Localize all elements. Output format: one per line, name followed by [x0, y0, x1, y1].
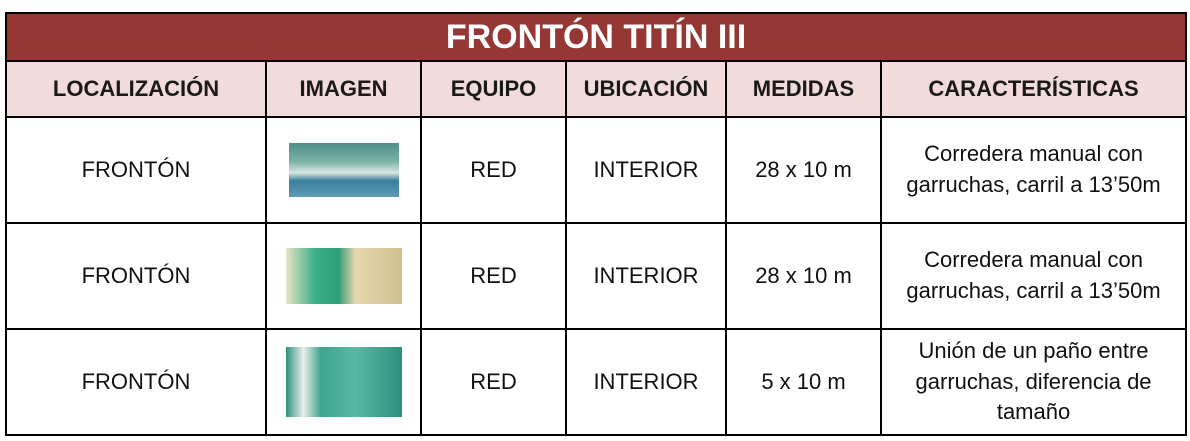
image-cell	[265, 222, 422, 330]
table-cell: Unión de un paño entre garruchas, difere…	[879, 328, 1188, 436]
equipment-table: FRONTÓN TITÍN III LOCALIZACIÓN IMAGEN EQUI…	[4, 12, 1188, 436]
column-header: IMAGEN	[265, 60, 422, 118]
table-cell: FRONTÓN	[5, 222, 267, 330]
image-cell	[265, 116, 422, 224]
table-cell: INTERIOR	[565, 116, 727, 224]
table-row: FRONTÓN RED INTERIOR 28 x 10 m Corredera man…	[5, 116, 1188, 224]
table-cell: 28 x 10 m	[725, 222, 882, 330]
photo	[285, 347, 402, 417]
table-cell: Corredera manual con garruchas, carril a…	[879, 116, 1188, 224]
column-header: EQUIPO	[420, 60, 567, 118]
table-cell: FRONTÓN	[5, 328, 267, 436]
table-cell: RED	[420, 222, 567, 330]
column-header: UBICACIÓN	[565, 60, 727, 118]
table-body: FRONTÓN RED INTERIOR 28 x 10 m Corredera man…	[5, 116, 1188, 436]
image-cell	[265, 328, 422, 436]
table-cell: 5 x 10 m	[725, 328, 882, 436]
table-row: FRONTÓN RED INTERIOR 28 x 10 m Corredera man…	[5, 222, 1188, 330]
table-cell: RED	[420, 116, 567, 224]
photo	[285, 248, 402, 304]
table-cell: INTERIOR	[565, 222, 727, 330]
table-title: FRONTÓN TITÍN III	[4, 12, 1188, 62]
table-cell: RED	[420, 328, 567, 436]
column-header: LOCALIZACIÓN	[5, 60, 267, 118]
table-cell: FRONTÓN	[5, 116, 267, 224]
table-cell: INTERIOR	[565, 328, 727, 436]
table-cell: 28 x 10 m	[725, 116, 882, 224]
photo	[288, 143, 399, 197]
table-cell: Corredera manual con garruchas, carril a…	[879, 222, 1188, 330]
table-row: FRONTÓN RED INTERIOR 5 x 10 m Unión de un pa…	[5, 328, 1188, 436]
column-header: CARACTERÍSTICAS	[879, 60, 1188, 118]
header-row: LOCALIZACIÓN IMAGEN EQUIPO UBICACIÓN MEDIDAS…	[5, 60, 1188, 118]
column-header: MEDIDAS	[725, 60, 882, 118]
